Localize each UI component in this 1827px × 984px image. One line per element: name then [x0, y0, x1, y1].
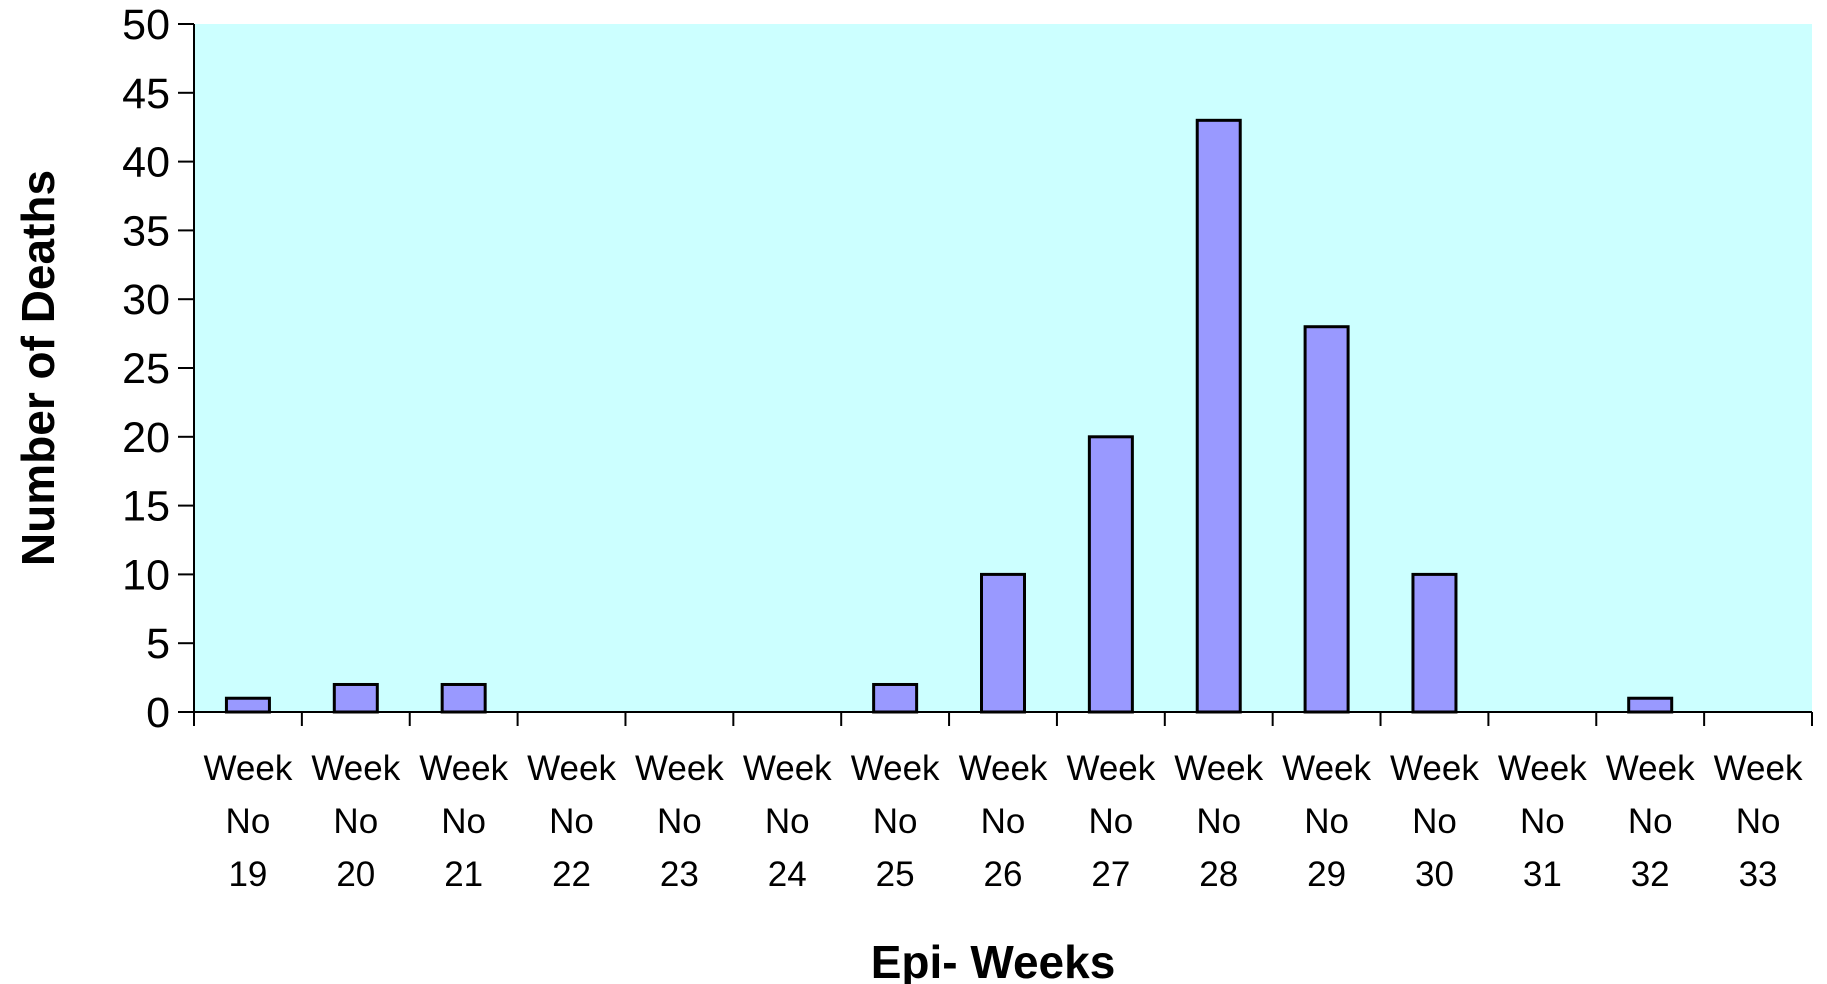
bar	[440, 682, 487, 714]
bar	[1411, 572, 1458, 714]
y-tick-label: 20	[122, 414, 170, 462]
y-tick-label: 35	[122, 207, 170, 255]
x-tick-label: Week No 26	[959, 749, 1048, 894]
bar	[980, 572, 1026, 714]
x-tick-label: Week No 20	[311, 749, 400, 894]
y-tick-label: 45	[122, 70, 170, 118]
y-axis: 0 5 10 15 20 25 30 35 40 45 50	[122, 1, 195, 737]
x-axis-title: Epi- Weeks	[871, 936, 1116, 984]
x-tick-label: Week No 25	[851, 749, 940, 894]
x-tick-label: Week No 29	[1282, 749, 1371, 894]
y-tick-label: 50	[122, 1, 170, 49]
bar	[872, 682, 919, 714]
bar	[1087, 435, 1134, 714]
bar	[224, 696, 271, 714]
x-tick-label: Week No 22	[527, 749, 616, 894]
y-axis-title: Number of Deaths	[12, 170, 64, 566]
x-tick-label: Week No 21	[419, 749, 508, 894]
y-tick-label: 40	[122, 139, 170, 187]
x-tick-label: Week No 19	[204, 749, 293, 894]
bars	[224, 118, 1674, 714]
y-tick-label: 5	[146, 620, 170, 668]
y-tick-label: 0	[146, 689, 170, 737]
x-tick-label: Week No 24	[743, 749, 832, 894]
y-tick-label: 30	[122, 276, 170, 324]
x-tick-label: Week No 31	[1498, 749, 1587, 894]
y-tick-label: 15	[122, 483, 170, 531]
bar	[1627, 696, 1674, 714]
bar	[332, 682, 379, 714]
x-tick-label: Week No 23	[635, 749, 724, 894]
x-tick-label: Week No 33	[1714, 749, 1803, 894]
bar	[1195, 118, 1242, 714]
x-tick-label: Week No 30	[1390, 749, 1479, 894]
x-tick-label: Week No 28	[1174, 749, 1263, 894]
x-tick-label: Week No 27	[1066, 749, 1155, 894]
x-tick-label: Week No 32	[1606, 749, 1695, 894]
bar	[1303, 325, 1350, 714]
y-tick-label: 10	[122, 551, 170, 599]
y-tick-label: 25	[122, 345, 170, 393]
